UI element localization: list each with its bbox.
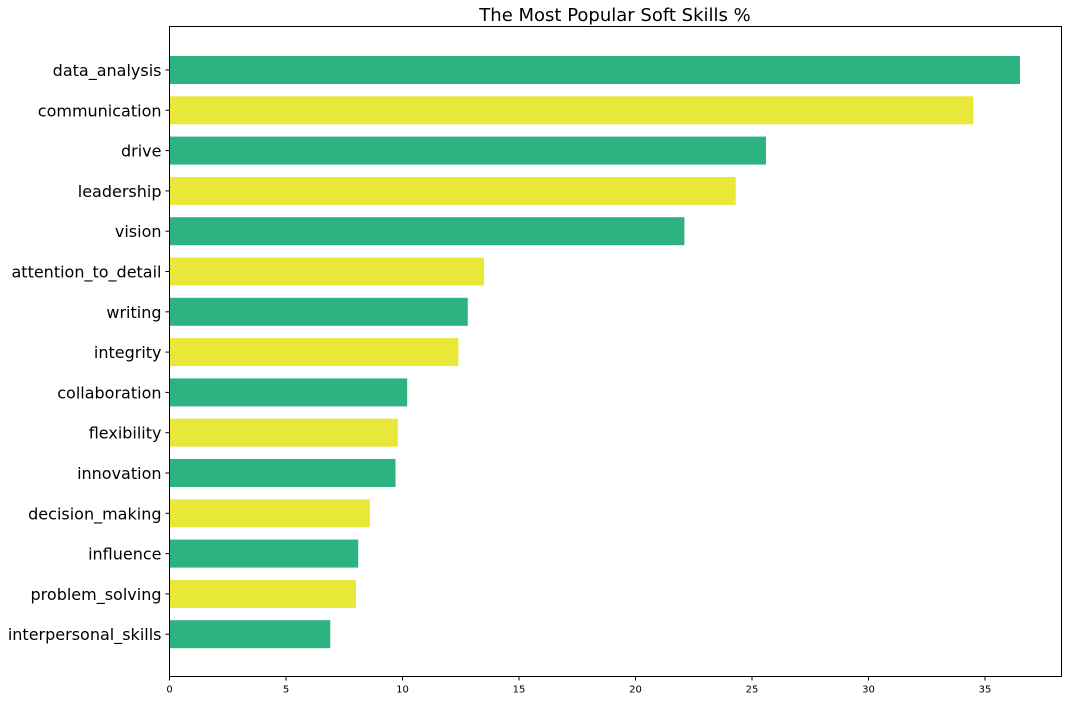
x-tick-label: 35 [979,685,992,696]
bars-group [169,56,1020,649]
x-axis: 0 5 10 15 20 25 30 35 [166,676,992,696]
bar-integrity [169,338,459,367]
category-label: integrity [94,343,162,362]
category-label: interpersonal_skills [8,625,162,645]
category-label: collaboration [57,383,161,402]
category-label: problem_solving [31,585,162,605]
category-label: vision [115,222,162,241]
bar-vision [169,217,685,246]
category-label: decision_making [28,504,161,524]
x-tick-label: 25 [746,685,759,696]
x-tick-label: 5 [283,685,289,696]
category-label: influence [88,545,161,564]
bar-data-analysis [169,56,1020,84]
plot-frame [169,26,1062,677]
bar-writing [169,297,468,326]
category-label: attention_to_detail [11,263,161,283]
bar-innovation [169,459,396,487]
category-labels: data_analysis communication drive leadershi… [8,61,170,645]
x-tick-label: 0 [166,685,172,696]
category-label: drive [121,142,162,161]
bar-interpersonal-skills [169,620,331,649]
x-tick-label: 10 [396,685,409,696]
bar-attention-to-detail [169,257,485,286]
category-label: data_analysis [53,61,162,81]
category-label: leadership [78,182,162,201]
category-label: writing [106,303,161,322]
bar-collaboration [169,378,408,407]
x-tick-label: 20 [629,685,642,696]
category-label: innovation [77,464,161,483]
category-label: flexibility [89,424,162,443]
bar-communication [169,96,974,125]
bar-flexibility [169,418,398,447]
bar-problem-solving [169,579,356,608]
x-tick-label: 30 [862,685,875,696]
bar-decision-making [169,499,370,528]
x-tick-label: 15 [513,685,526,696]
bar-leadership [169,176,736,205]
bar-drive [169,136,766,165]
chart-title: The Most Popular Soft Skills % [478,5,750,26]
bar-influence [169,539,359,568]
category-label: communication [38,101,162,120]
